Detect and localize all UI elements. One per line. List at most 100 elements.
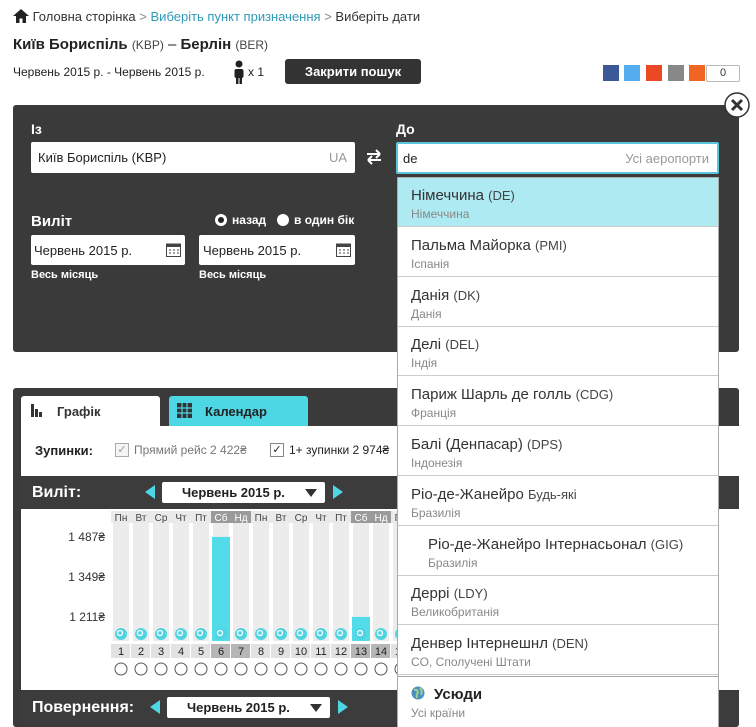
month-select[interactable]: Червень 2015 р.	[162, 482, 325, 503]
x-tick-label: 10	[295, 646, 307, 658]
place-country: Великобританія	[411, 605, 500, 620]
to-hint: Усі аеропорти	[625, 151, 709, 166]
day-cell	[231, 644, 250, 658]
suggestion[interactable]: Денвер Інтернешнл (DEN) CO, Сполучені Шта…	[398, 626, 718, 676]
suggestion[interactable]: Пальма Майорка (PMI) Іспанія	[398, 227, 718, 277]
day-column	[333, 511, 349, 641]
weekday-label: Пн	[115, 513, 128, 524]
tab-chart[interactable]: Графік	[21, 396, 160, 427]
depart-date-input[interactable]: Червень 2015 р.	[31, 235, 185, 265]
suggestion[interactable]: Париж Шарль де голль (CDG) Франція	[398, 377, 718, 427]
oneway-option: в один бік	[294, 213, 355, 227]
day-cell	[171, 644, 190, 658]
month-select[interactable]: Червень 2015 р.	[167, 697, 330, 718]
share-facebook[interactable]	[603, 65, 619, 81]
next-arrow[interactable]	[337, 700, 349, 714]
day-column	[293, 511, 309, 641]
magnifier	[335, 628, 347, 640]
share-stumble[interactable]	[646, 65, 662, 81]
suggestion[interactable]: Данія (DK) Данія	[398, 277, 718, 327]
breadcrumb-link[interactable]: Виберіть пункт призначення	[150, 9, 321, 24]
close-search-button[interactable]: Закрити пошук	[285, 59, 421, 84]
suggestion[interactable]: Ріо-де-Жанейро Будь-які Бразилія	[398, 476, 718, 526]
breadcrumb: Головна сторінка > Виберіть пункт призна…	[13, 9, 420, 24]
x-tick-label: 9	[278, 646, 284, 658]
magnifier	[295, 628, 307, 640]
return-date-input[interactable]: Червень 2015 р.	[199, 235, 355, 265]
suggestion[interactable]: Балі (Денпасар) (DPS) Індонезія	[398, 427, 718, 476]
day-radio	[134, 662, 148, 676]
share-twitter[interactable]	[624, 65, 640, 81]
magnifier	[355, 628, 367, 640]
x-tick-label: 5	[198, 646, 204, 658]
swap-icon[interactable]	[365, 148, 383, 166]
from-value: Київ Бориспіль (KBP)	[38, 150, 167, 165]
place-name: Деррі	[411, 585, 450, 603]
day-cell	[291, 644, 310, 658]
weekday-label: Вт	[136, 513, 147, 524]
from-input[interactable]: Київ Бориспіль (KBP) UA	[31, 142, 355, 173]
magnifier-glass	[336, 629, 344, 637]
day-radio	[334, 662, 348, 676]
place-country: Бразилія	[428, 555, 478, 570]
from-country: UA	[328, 150, 347, 165]
magnifier-glass	[156, 629, 164, 637]
place-country: Франція	[411, 406, 457, 421]
tab-calendar[interactable]: Календар	[169, 396, 308, 426]
to-input[interactable]: de Усі аеропорти	[396, 142, 719, 174]
radio-return[interactable]	[215, 214, 227, 226]
day-column	[353, 511, 369, 641]
next-arrow[interactable]	[332, 485, 344, 499]
weekday-label: Ср	[155, 513, 168, 524]
breadcrumb-link[interactable]: Головна сторінка	[32, 9, 136, 24]
day-cell	[271, 644, 290, 658]
place-name: Делі	[411, 336, 442, 354]
depart-date: Червень 2015 р.	[34, 243, 133, 258]
suggestion-name: Деррі (LDY)	[411, 585, 488, 602]
day-column	[373, 511, 389, 641]
day-cell	[351, 644, 370, 658]
suggestion[interactable]: Німеччина (DE) Німеччина	[398, 178, 718, 227]
suggestion[interactable]: Деррі (LDY) Великобританія	[398, 576, 718, 626]
weekday-header	[311, 511, 331, 523]
radio-oneway[interactable]	[277, 214, 289, 226]
breadcrumb-separator: >	[324, 9, 332, 24]
magnifier	[275, 628, 287, 640]
day-radio	[254, 662, 268, 676]
weekday-label: Ср	[295, 513, 308, 524]
suggestion[interactable]: Делі (DEL) Індія	[398, 327, 718, 377]
place-code: Будь-які	[528, 486, 577, 502]
stops-direct: Прямий рейс 2 422₴	[134, 443, 247, 457]
place-name: Німеччина	[411, 187, 484, 204]
globe-icon	[411, 686, 425, 700]
suggestion-everywhere[interactable]: Усюди Усі країни	[398, 676, 718, 725]
checkbox-stops[interactable]: ✓	[270, 443, 284, 457]
passenger-count: x 1	[248, 65, 265, 79]
return-option: назад	[232, 213, 267, 227]
share-mail[interactable]	[668, 65, 684, 81]
day-column	[173, 511, 189, 641]
day-radio	[114, 662, 128, 676]
x-tick-label: 2	[138, 646, 144, 658]
close-button[interactable]	[724, 92, 750, 118]
weekday-header	[231, 511, 251, 523]
x-tick-label: 11	[315, 646, 326, 658]
day-cell	[251, 644, 270, 658]
home-icon[interactable]	[13, 9, 29, 23]
prev-arrow[interactable]	[144, 485, 156, 499]
weekday-header	[331, 511, 351, 523]
share-more[interactable]	[689, 65, 705, 81]
month: Червень 2015 р.	[182, 485, 285, 500]
suggestion[interactable]: Ріо-де-Жанейро Інтернасьонал (GIG) Бразил…	[398, 526, 718, 576]
prev-arrow[interactable]	[149, 700, 161, 714]
place-code: (GIG)	[650, 536, 684, 552]
place-code: (PMI)	[535, 237, 567, 253]
checkbox-direct[interactable]: ✓	[115, 443, 129, 457]
weekday-label: Чт	[175, 513, 187, 524]
weekday-label: Сб	[355, 512, 368, 524]
place-country: Німеччина	[411, 207, 470, 221]
magnifier-glass	[296, 629, 304, 637]
magnifier-glass	[236, 629, 244, 637]
return-month: Червень 2015 р.	[187, 700, 290, 715]
weekday-header	[271, 511, 291, 523]
